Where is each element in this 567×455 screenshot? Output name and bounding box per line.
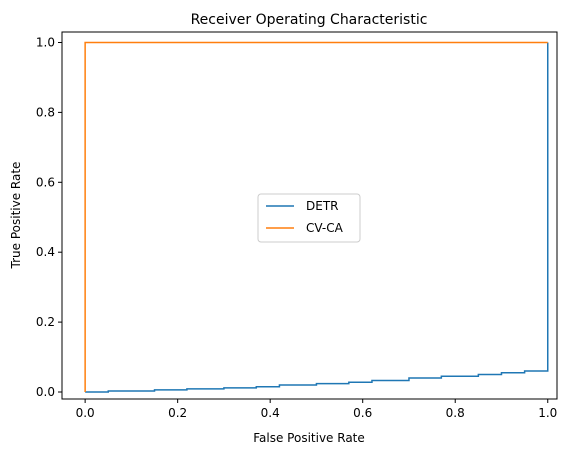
series-line-detr — [85, 42, 549, 393]
y-tick-label: 0.2 — [36, 315, 55, 329]
x-tick-label: 0.8 — [446, 406, 465, 420]
x-tick-label: 0.4 — [261, 406, 280, 420]
chart-title: Receiver Operating Characteristic — [191, 12, 428, 28]
x-tick-label: 0.0 — [76, 406, 95, 420]
y-tick-label: 0.8 — [36, 105, 55, 119]
x-tick-label: 0.2 — [168, 406, 187, 420]
x-tick-label: 1.0 — [538, 406, 557, 420]
legend-label: DETR — [306, 199, 339, 213]
y-tick-label: 0.6 — [36, 175, 55, 189]
x-axis-ticks: 0.0 0.2 0.4 0.6 0.8 1.0 — [76, 399, 557, 420]
y-tick-label: 0.0 — [36, 385, 55, 399]
y-tick-label: 0.4 — [36, 245, 55, 259]
series-line-cv-ca — [84, 41, 548, 393]
y-axis-ticks: 0.0 0.2 0.4 0.6 0.8 1.0 — [36, 35, 62, 399]
legend: DETR CV-CA — [257, 193, 361, 243]
plot-frame — [61, 31, 558, 400]
legend-entries: DETR CV-CA — [266, 199, 344, 235]
y-axis-label: True Positive Rate — [9, 162, 23, 270]
plot-area — [61, 31, 558, 400]
series-layer — [84, 41, 549, 393]
x-tick-label: 0.6 — [353, 406, 372, 420]
y-tick-label: 1.0 — [36, 35, 55, 49]
legend-label: CV-CA — [306, 221, 344, 235]
x-axis-label: False Positive Rate — [253, 431, 365, 445]
